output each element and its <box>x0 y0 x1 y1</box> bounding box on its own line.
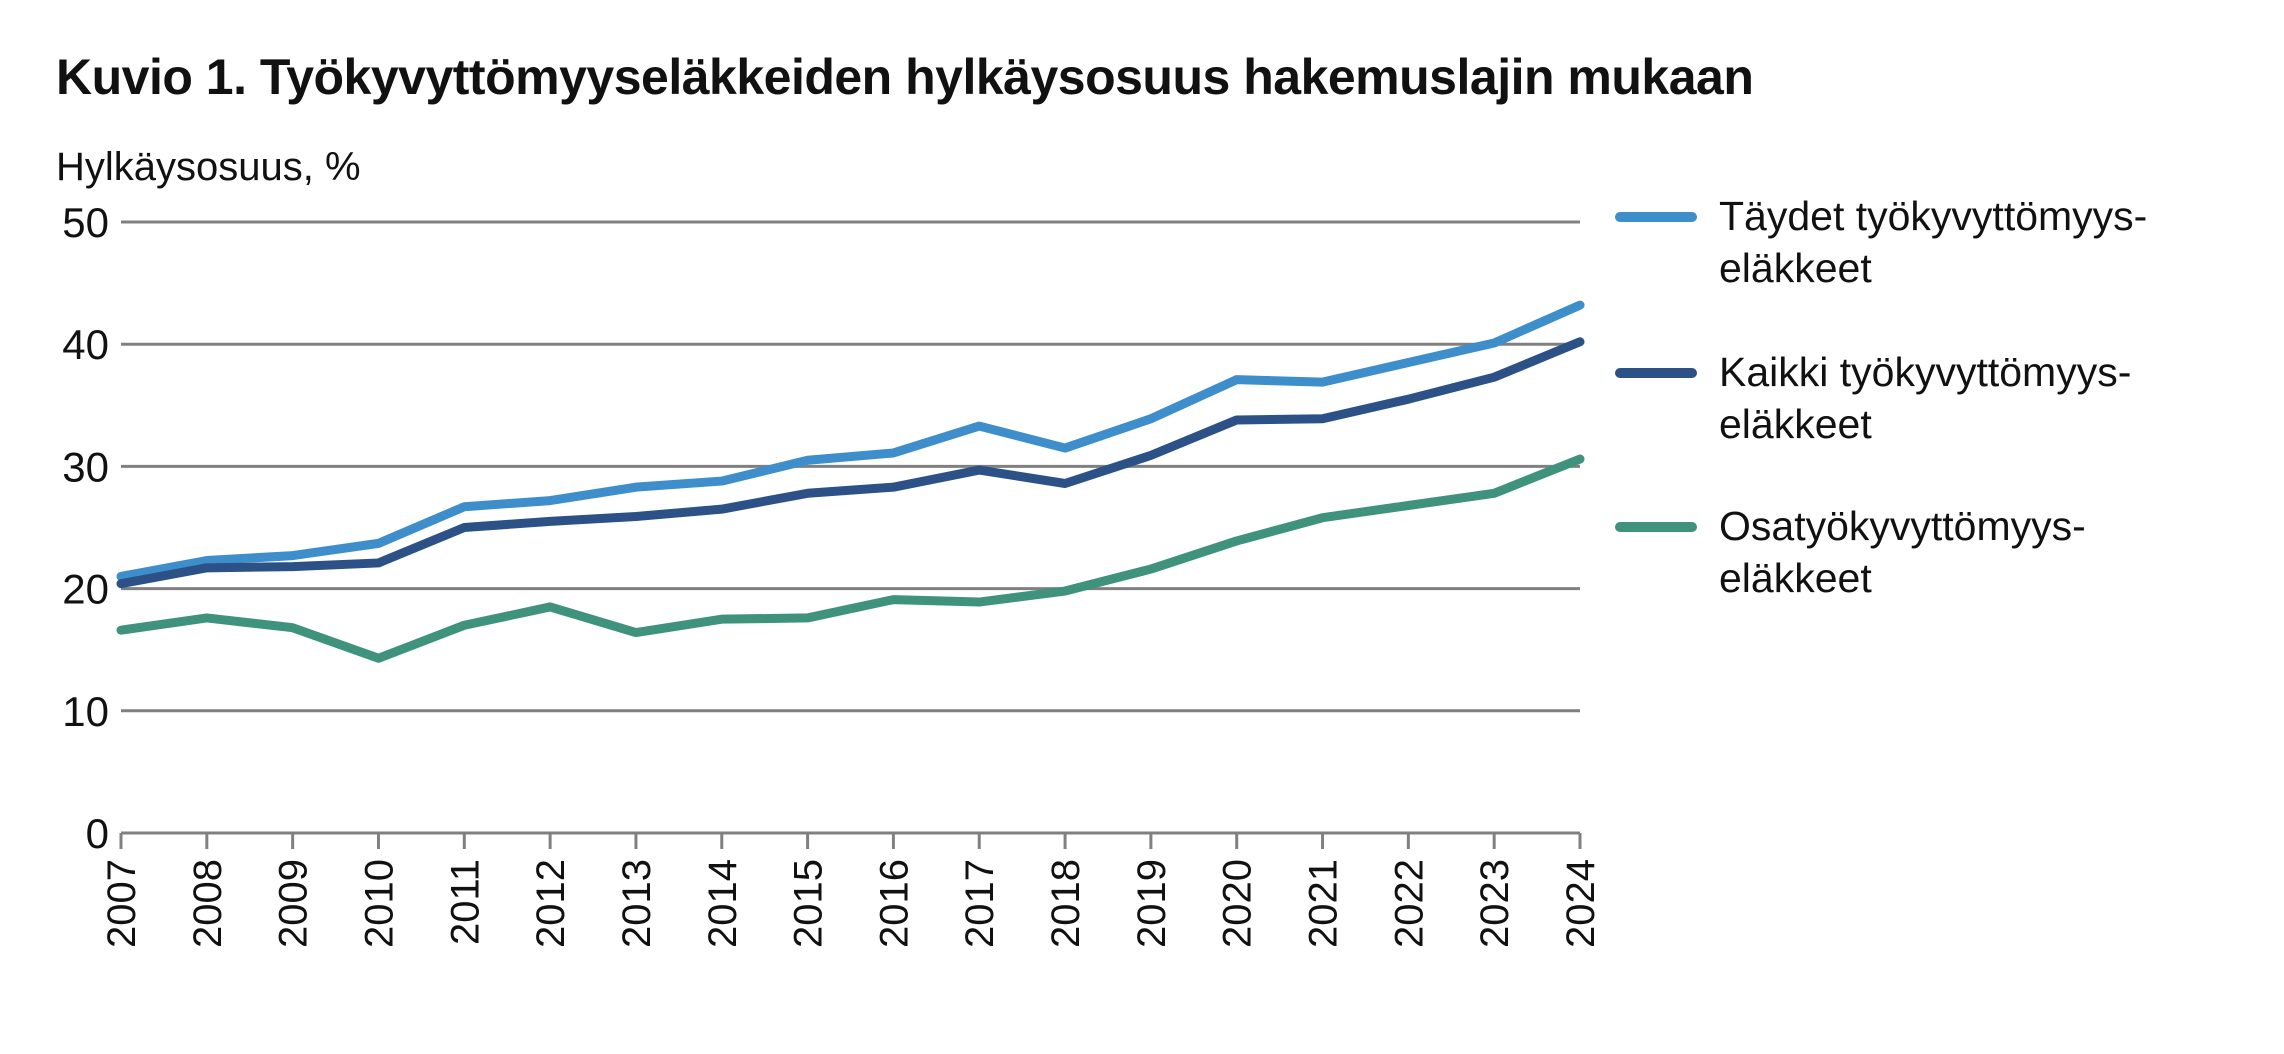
x-tick-label: 2017 <box>958 859 1002 948</box>
y-tick-label: 50 <box>62 199 109 246</box>
legend-label-line: eläkkeet <box>1719 245 1872 291</box>
chart-title: Kuvio 1. Työkyvyttömyyseläkkeiden hylkäy… <box>56 49 1754 105</box>
x-tick-label: 2009 <box>272 859 316 948</box>
legend-label: Osatyökyvyttömyys-eläkkeet <box>1719 500 2239 604</box>
series-line-1 <box>116 337 1585 589</box>
legend-item: Osatyökyvyttömyys-eläkkeet <box>1615 500 2239 604</box>
x-tick-label: 2019 <box>1130 859 1174 948</box>
y-tick-label: 30 <box>62 443 109 490</box>
x-tick-label: 2010 <box>357 859 401 948</box>
legend-label-line: Osatyökyvyttömyys- <box>1719 503 2086 549</box>
x-tick-label: 2013 <box>615 859 659 948</box>
series-line-2 <box>116 454 1585 663</box>
x-tick-label: 2016 <box>872 859 916 948</box>
x-tick-label: 2008 <box>186 859 230 948</box>
x-tick-label: 2024 <box>1559 859 1603 948</box>
x-tick-label: 2007 <box>100 859 144 948</box>
legend-swatch <box>1615 522 1697 532</box>
y-tick-label: 20 <box>62 566 109 613</box>
x-tick-label: 2012 <box>529 859 573 948</box>
x-tick-label: 2011 <box>443 859 487 945</box>
y-tick-label: 40 <box>62 321 109 368</box>
x-tick-label: 2023 <box>1473 859 1517 948</box>
y-tick-label: 0 <box>86 810 109 857</box>
legend-item: Täydet työkyvyttömyys-eläkkeet <box>1615 190 2239 294</box>
series-line-0 <box>116 300 1585 581</box>
legend-label-line: Täydet työkyvyttömyys- <box>1719 193 2148 239</box>
y-tick-label: 10 <box>62 688 109 735</box>
x-tick-label: 2022 <box>1387 859 1431 948</box>
x-tick-label: 2021 <box>1302 859 1346 948</box>
legend-item: Kaikki työkyvyttömyys-eläkkeet <box>1615 346 2239 450</box>
legend-label-line: eläkkeet <box>1719 401 1872 447</box>
legend-label-line: eläkkeet <box>1719 555 1872 601</box>
x-tick-label: 2018 <box>1044 859 1088 948</box>
x-tick-label: 2014 <box>701 859 745 948</box>
y-axis-label: Hylkäysosuus, % <box>56 145 361 189</box>
x-tick-label: 2015 <box>787 859 831 948</box>
x-tick-label: 2020 <box>1216 859 1260 948</box>
legend-label: Täydet työkyvyttömyys-eläkkeet <box>1719 190 2239 294</box>
legend-swatch <box>1615 368 1697 378</box>
legend-swatch <box>1615 212 1697 222</box>
legend-label: Kaikki työkyvyttömyys-eläkkeet <box>1719 346 2239 450</box>
legend-label-line: Kaikki työkyvyttömyys- <box>1719 349 2132 395</box>
